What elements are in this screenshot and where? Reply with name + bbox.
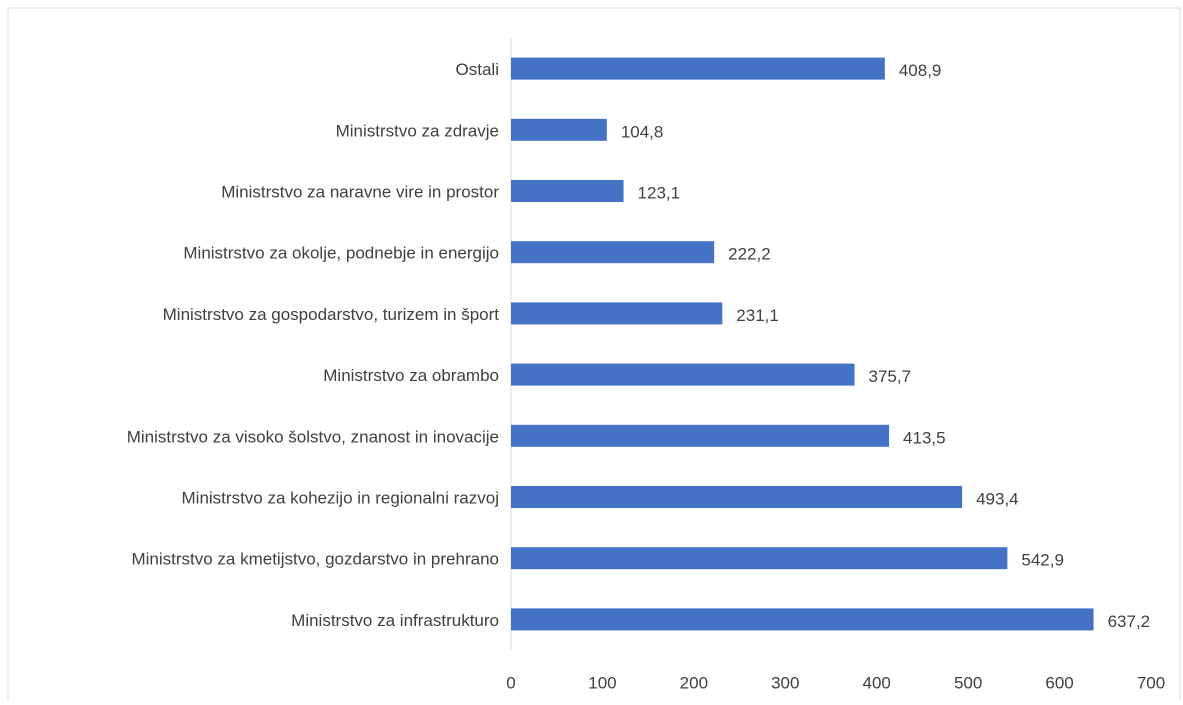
data-label: 408,9	[899, 61, 942, 80]
chart-border	[7, 7, 1181, 705]
x-tick-label: 300	[771, 673, 799, 692]
bar	[511, 57, 885, 80]
y-tick-label: Ministrstvo za visoko šolstvo, znanost i…	[127, 427, 499, 446]
data-label: 231,1	[736, 306, 779, 325]
bar	[511, 424, 890, 447]
data-label: 123,1	[638, 183, 681, 202]
y-tick-label: Ministrstvo za okolje, podnebje in energ…	[183, 244, 499, 263]
bar	[511, 302, 723, 325]
data-label: 493,4	[976, 489, 1019, 508]
x-tick-label: 400	[863, 673, 891, 692]
y-tick-label: Ministrstvo za zdravje	[336, 121, 499, 140]
y-tick-label: Ministrstvo za gospodarstvo, turizem in …	[163, 305, 500, 324]
x-tick-label: 100	[588, 673, 616, 692]
data-label: 413,5	[903, 428, 946, 447]
data-label: 637,2	[1108, 612, 1151, 631]
bar	[511, 363, 855, 386]
bar	[511, 486, 963, 508]
y-tick-label: Ministrstvo za naravne vire in prostor	[221, 182, 499, 201]
x-tick-label: 500	[954, 673, 982, 692]
bar	[511, 608, 1094, 631]
x-tick-label: 0	[506, 673, 515, 692]
bar	[511, 547, 1008, 570]
data-label: 222,2	[728, 245, 771, 264]
bar	[511, 180, 624, 202]
data-label: 104,8	[621, 122, 664, 141]
x-tick-label: 700	[1137, 673, 1165, 692]
bar	[511, 118, 607, 141]
y-tick-label: Ministrstvo za infrastrukturo	[291, 611, 499, 630]
data-label: 375,7	[868, 367, 911, 386]
x-tick-label: 200	[680, 673, 708, 692]
y-tick-label: Ministrstvo za kohezijo in regionalni ra…	[182, 488, 499, 507]
y-tick-label: Ostali	[456, 60, 499, 79]
data-label: 542,9	[1021, 551, 1064, 570]
bar	[511, 241, 715, 264]
y-tick-label: Ministrstvo za obrambo	[323, 366, 499, 385]
y-tick-label: Ministrstvo za kmetijstvo, gozdarstvo in…	[131, 550, 499, 569]
x-tick-label: 600	[1045, 673, 1073, 692]
